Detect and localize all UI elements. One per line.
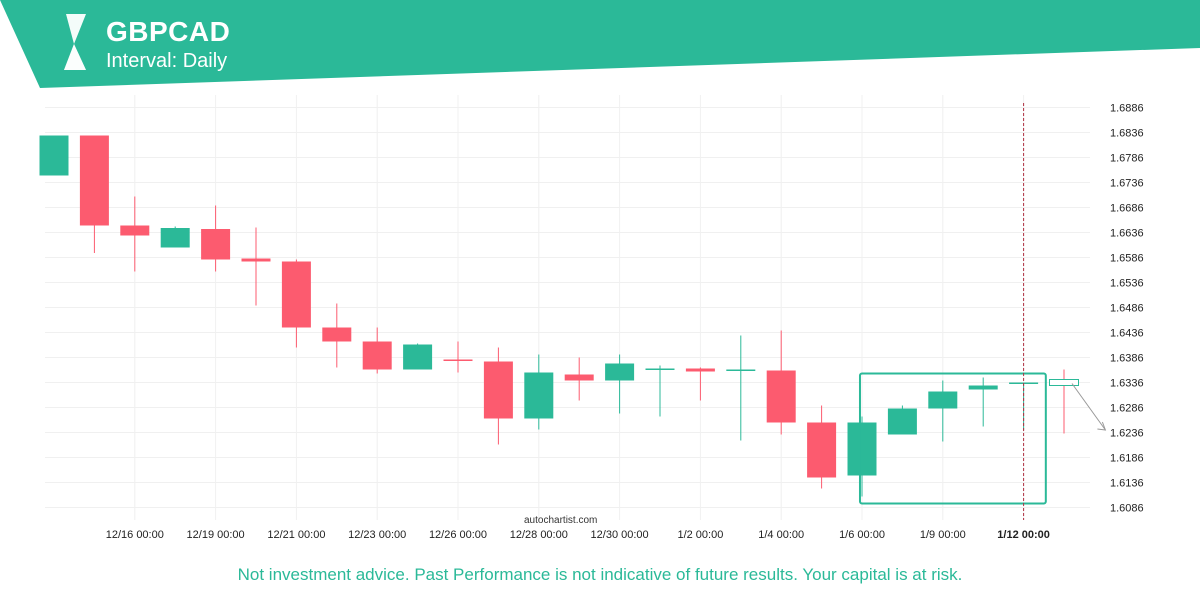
y-tick-label: 1.6536: [1110, 278, 1144, 290]
bearish-candle: [685, 367, 715, 401]
candle-body: [443, 359, 473, 361]
bearish-candle: [443, 341, 473, 373]
candle-body: [645, 368, 675, 370]
bearish-candle: [322, 303, 352, 368]
y-axis-labels: 1.6886 1.6836 1.6786 1.6736 1.6686 1.6636 1.65…: [1110, 103, 1144, 515]
x-tick-label: 1/4 00:00: [758, 529, 804, 541]
bullish-candle: [524, 354, 554, 430]
bearish-candle: [241, 227, 271, 306]
x-tick-label: 12/21 00:00: [267, 529, 325, 541]
candle-body: [79, 135, 109, 226]
y-tick-label: 1.6886: [1110, 103, 1144, 115]
candle-body: [403, 344, 433, 370]
bullish-candle: [887, 405, 917, 435]
candle-body: [968, 385, 998, 390]
bearish-candle: [120, 196, 150, 272]
candle-body: [281, 261, 311, 328]
x-tick-label: 12/30 00:00: [591, 529, 649, 541]
y-tick-label: 1.6236: [1110, 428, 1144, 440]
y-tick-label: 1.6186: [1110, 453, 1144, 465]
x-tick-label: 12/28 00:00: [510, 529, 568, 541]
candle-body: [201, 229, 231, 260]
candle-body: [39, 135, 69, 176]
bullish-candle: [403, 343, 433, 370]
candle-body: [887, 408, 917, 435]
y-tick-label: 1.6736: [1110, 178, 1144, 190]
forecast-arrow-head: [1097, 421, 1107, 431]
y-tick-label: 1.6836: [1110, 128, 1144, 140]
x-tick-label: 12/19 00:00: [187, 529, 245, 541]
y-tick-label: 1.6386: [1110, 353, 1144, 365]
candle-body: [766, 370, 796, 423]
candle-body: [362, 341, 392, 370]
bearish-candle: [807, 405, 837, 489]
x-axis-labels: 12/16 00:00 12/19 00:00 12/21 00:00 12/23 0…: [106, 529, 1050, 541]
candlestick-chart: 1.6886 1.6836 1.6786 1.6736 1.6686 1.6636 1.65…: [39, 95, 1144, 541]
y-tick-label: 1.6136: [1110, 478, 1144, 490]
candle-body: [120, 225, 150, 236]
bullish-candle: [645, 365, 675, 417]
header-banner-shape: [0, 0, 1200, 88]
forecast-arrow: [1071, 383, 1106, 431]
candle-body: [564, 374, 594, 381]
candle-body: [1049, 379, 1079, 386]
y-tick-label: 1.6686: [1110, 203, 1144, 215]
candle-body: [847, 422, 877, 476]
candles: [39, 135, 1079, 497]
candle-body: [524, 372, 554, 419]
pair-title: GBPCAD: [106, 16, 231, 47]
gridlines: [45, 95, 1090, 520]
candle-body: [241, 258, 271, 262]
candle-body: [322, 327, 352, 342]
bullish-candle: [160, 226, 190, 248]
y-tick-label: 1.6286: [1110, 403, 1144, 415]
pattern-box: [858, 372, 1047, 505]
x-tick-label: 1/6 00:00: [839, 529, 885, 541]
bullish-candle: [968, 377, 998, 427]
watermark: autochartist.com: [524, 515, 598, 526]
x-tick-label: 12/16 00:00: [106, 529, 164, 541]
bearish-candle: [362, 327, 392, 374]
candle-body: [483, 361, 513, 419]
y-tick-label: 1.6086: [1110, 503, 1144, 515]
bullish-candle: [39, 135, 69, 176]
candle-body: [160, 228, 190, 248]
bullish-candle: [928, 380, 958, 442]
bullish-candle: [726, 335, 756, 441]
x-tick-label: 12/23 00:00: [348, 529, 406, 541]
candle-body: [605, 363, 635, 381]
x-tick-label: 12/26 00:00: [429, 529, 487, 541]
disclaimer: Not investment advice. Past Performance …: [237, 565, 963, 584]
interval-label: Interval: Daily: [106, 50, 228, 72]
candle-body: [807, 422, 837, 478]
bullish-candle: [605, 354, 635, 414]
y-tick-label: 1.6436: [1110, 328, 1144, 340]
bearish-candle: [766, 330, 796, 435]
bearish-candle: [564, 357, 594, 401]
bullish-candle: [847, 416, 877, 497]
y-tick-label: 1.6486: [1110, 303, 1144, 315]
bearish-candle: [1049, 369, 1079, 434]
candle-body: [726, 369, 756, 371]
candle-body: [928, 391, 958, 409]
y-tick-label: 1.6336: [1110, 378, 1144, 390]
bearish-candle: [281, 259, 311, 348]
bearish-candle: [483, 347, 513, 445]
x-tick-label: 1/12 00:00: [997, 529, 1050, 541]
autochartist-logo-icon: [64, 14, 86, 70]
x-tick-label: 1/9 00:00: [920, 529, 966, 541]
y-tick-label: 1.6786: [1110, 153, 1144, 165]
pattern-overlay: [858, 103, 1107, 520]
bearish-candle: [79, 135, 109, 253]
y-tick-label: 1.6636: [1110, 228, 1144, 240]
y-tick-label: 1.6586: [1110, 253, 1144, 265]
bearish-candle: [201, 205, 231, 272]
x-tick-label: 1/2 00:00: [677, 529, 723, 541]
candle-body: [685, 368, 715, 372]
header-banner: [0, 0, 1200, 88]
